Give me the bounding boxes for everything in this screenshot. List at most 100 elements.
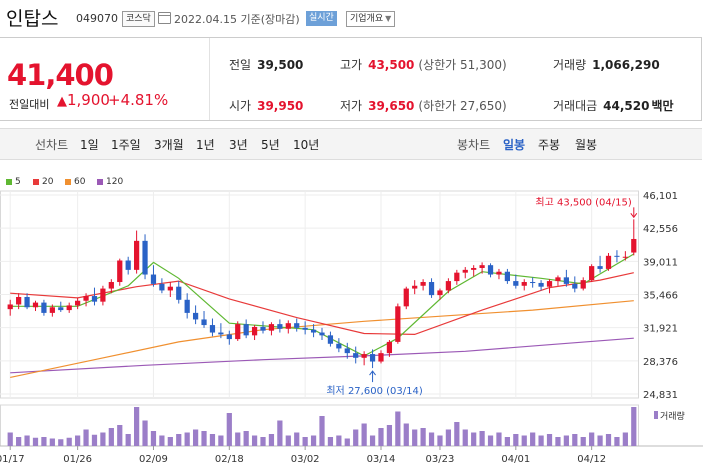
legend-ma5: 5: [6, 177, 21, 187]
high-annotation: 최고 43,500 (04/15): [535, 196, 631, 208]
volume-bar: [487, 435, 494, 446]
volume-bar: [7, 432, 13, 446]
volume-bar: [361, 423, 367, 446]
volume-bar: [513, 434, 519, 446]
ma-line-120: [10, 337, 634, 374]
tab-weekly[interactable]: 주봉: [538, 138, 561, 152]
x-tick-label: 03/23: [426, 454, 455, 465]
chevron-down-icon: ▼: [385, 14, 392, 23]
volume-bar: [285, 435, 291, 446]
tab-3m[interactable]: 3개월: [154, 138, 184, 152]
candle-body: [361, 354, 367, 358]
volume-label: 거래량: [553, 58, 587, 72]
volume-bar: [462, 429, 468, 446]
candle-body: [91, 296, 98, 302]
volume-bar: [420, 428, 426, 446]
candle-body: [521, 282, 527, 286]
legend-ma120: 120: [97, 177, 123, 187]
company-profile-dropdown[interactable]: 기업개요 ▼: [346, 11, 396, 27]
candle-body: [319, 332, 325, 336]
volume-bar: [454, 422, 460, 446]
lower-limit: (하한가 27,650): [418, 99, 507, 113]
candle-body: [218, 332, 224, 335]
y-tick-label: 39,011: [643, 257, 678, 268]
legend-label: 20: [42, 177, 54, 187]
candle-body: [294, 323, 300, 328]
candle-body: [538, 282, 544, 287]
upper-limit: (상한가 51,300): [418, 58, 507, 72]
volume-bar: [41, 437, 47, 446]
volume-bar: [32, 437, 39, 446]
high-arrow-head: [630, 213, 638, 219]
volume-bar: [563, 435, 569, 446]
volume-bar: [16, 437, 22, 446]
volume-bar: [150, 431, 157, 446]
low-value: 39,650: [368, 99, 415, 113]
candle-body: [386, 341, 393, 354]
tab-3y[interactable]: 3년: [229, 138, 248, 152]
tab-daily[interactable]: 일봉: [503, 138, 526, 152]
date-basis: 2022.04.15 기준(장마감): [174, 13, 300, 26]
price-summary: 41,400 전일대비 ▲1,900 +4.81% 전일 39,500 고가 43,…: [0, 37, 702, 121]
candle-body: [403, 288, 409, 307]
y-tick-label: 28,376: [643, 357, 678, 368]
candle-chart-label[interactable]: 봉차트: [457, 138, 491, 152]
tab-10y[interactable]: 10년: [293, 138, 320, 152]
tab-1d[interactable]: 1일: [80, 138, 99, 152]
tab-5y[interactable]: 5년: [261, 138, 280, 152]
candle-body: [395, 306, 401, 342]
candle-body: [496, 271, 502, 275]
line-chart-label[interactable]: 선차트: [35, 138, 69, 152]
volume-bar: [125, 434, 131, 446]
realtime-button[interactable]: 실시간: [306, 11, 337, 26]
trade-amount-unit: 백만: [651, 99, 674, 113]
x-tick-label: 01/26: [63, 454, 92, 465]
candle-body: [209, 325, 216, 333]
current-price-box: 41,400 전일대비 ▲1,900 +4.81%: [0, 38, 210, 120]
volume-label: 거래량: [660, 410, 685, 422]
tab-1w[interactable]: 1주일: [111, 138, 141, 152]
moving-averages: [10, 253, 635, 378]
candle-body: [201, 319, 207, 326]
candle-body: [192, 312, 199, 320]
candle-body: [251, 326, 258, 336]
volume-bar: [302, 437, 308, 446]
volume-bar: [310, 435, 317, 446]
volume-bar: [24, 435, 30, 446]
volume-bar: [378, 428, 384, 446]
candle-body: [277, 324, 283, 329]
x-axis: 01/17 01/26 02/09 02/18 03/02 03/14 03/23 04/01…: [0, 446, 606, 465]
volume-bar: [605, 434, 612, 446]
candle-body: [75, 300, 81, 306]
candle-body: [327, 335, 334, 344]
candle-body: [353, 353, 359, 358]
volume-bar: [386, 425, 393, 446]
candle-body: [614, 255, 620, 257]
low-annotation: 최저 27,600 (03/14): [326, 385, 422, 397]
volume-frame: [0, 404, 639, 447]
chart-tabs: 선차트 1일 1주일 3개월 1년 3년 5년 10년 봉차트 일봉 주봉 월봉: [0, 128, 702, 160]
candle-body: [108, 282, 114, 289]
volume-bar: [226, 413, 232, 446]
tab-monthly[interactable]: 월봉: [575, 138, 598, 152]
volume-bar: [445, 429, 452, 446]
open-value: 39,950: [257, 99, 304, 113]
high-label: 고가: [340, 58, 363, 72]
candle-body: [336, 343, 342, 349]
stock-name: 인탑스: [6, 8, 59, 30]
prev-close: 전일 39,500: [229, 56, 303, 73]
x-tick-label: 04/12: [577, 454, 606, 465]
candle-body: [344, 348, 350, 354]
candle-body: [58, 307, 64, 311]
volume-bar: [572, 434, 578, 446]
volume-bar: [235, 432, 241, 446]
legend-swatch: [65, 178, 71, 185]
tab-1y[interactable]: 1년: [196, 138, 215, 152]
legend-ma60: 60: [65, 177, 85, 187]
volume-bar: [471, 432, 477, 446]
candle-body: [420, 282, 426, 286]
candle-body: [49, 307, 55, 313]
y-tick-label: 42,556: [643, 224, 678, 235]
volume-bar: [218, 435, 224, 446]
candle-body: [504, 271, 510, 282]
